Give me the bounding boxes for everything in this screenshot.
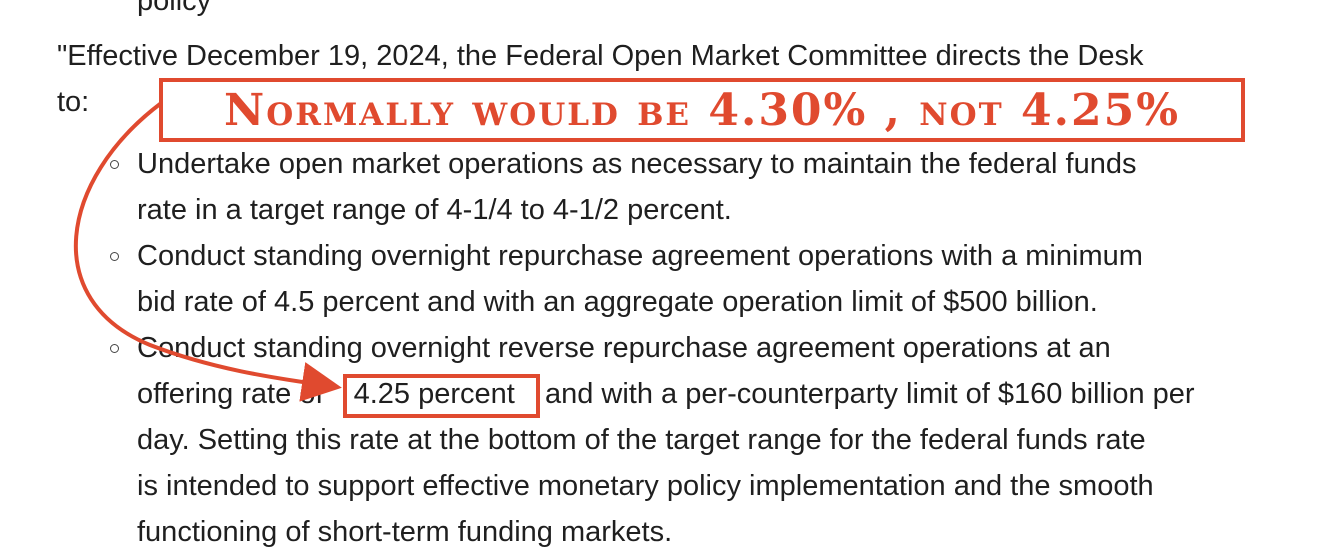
bullet-marker-icon	[110, 344, 119, 353]
list-item-3-line-1: Conduct standing overnight reverse repur…	[137, 332, 1111, 364]
highlighted-rate: 4.25 percent	[353, 378, 515, 410]
list-item-1-line-2: rate in a target range of 4-1/4 to 4-1/2…	[137, 194, 732, 226]
list-item-3-line-3: day. Setting this rate at the bottom of …	[137, 424, 1146, 456]
list-item-3-line-2-before: offering rate of	[137, 378, 324, 410]
list-item-3-line-5: functioning of short-term funding market…	[137, 516, 673, 548]
annotation-text: Normally would be 4.30% , not 4.25%	[223, 84, 1181, 136]
highlight-box	[343, 374, 540, 418]
list-item-2-line-1: Conduct standing overnight repurchase ag…	[137, 240, 1143, 272]
list-item-3-line-2-after: and with a per-counterparty limit of $16…	[544, 378, 1195, 410]
intro-text-line-1: "Effective December 19, 2024, the Federa…	[57, 40, 1144, 72]
list-item-3-line-4: is intended to support effective monetar…	[137, 470, 1154, 502]
list-item-1-line-1: Undertake open market operations as nece…	[137, 148, 1137, 180]
list-item-3-line-2: offering rate of 4.25 percent and with a…	[137, 371, 1195, 417]
annotation-callout: Normally would be 4.30% , not 4.25%	[159, 78, 1245, 142]
previous-line-fragment: policy	[137, 0, 212, 17]
intro-text-line-2: to:	[57, 86, 90, 118]
bullet-marker-icon	[110, 252, 119, 261]
list-item-2-line-2: bid rate of 4.5 percent and with an aggr…	[137, 286, 1098, 318]
bullet-marker-icon	[110, 160, 119, 169]
